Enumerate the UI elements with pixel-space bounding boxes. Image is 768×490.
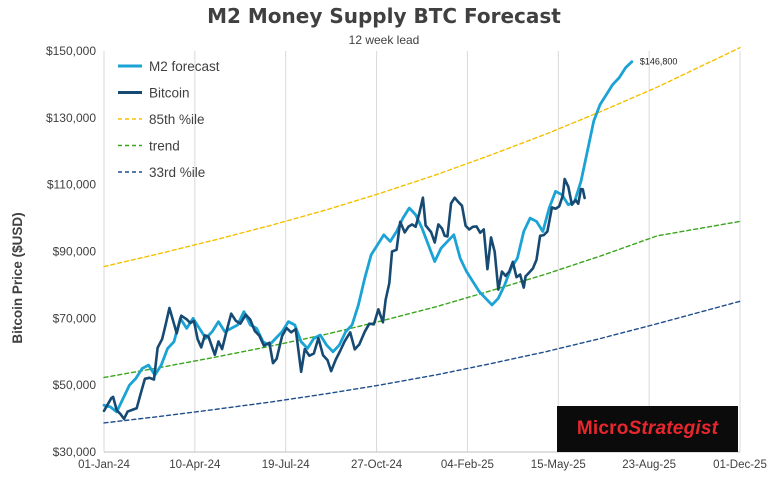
series-line-85th-ile: [103, 46, 741, 268]
y-tick-label: $90,000: [53, 245, 97, 259]
x-tick-label: 23-Aug-25: [622, 459, 676, 471]
x-tick-label: 15-May-25: [531, 459, 586, 471]
x-tick-label: 10-Apr-24: [169, 459, 221, 471]
y-tick-label: $50,000: [53, 378, 97, 392]
x-tick-label: 01-Jan-24: [78, 459, 130, 471]
y-tick-label: $70,000: [53, 311, 97, 325]
forecast-annotation: $146,800: [640, 57, 678, 67]
y-tick-label: $130,000: [46, 111, 96, 125]
y-tick-label: $110,000: [47, 178, 96, 192]
axis-layer: $30,000 $50,000 $70,000 $90,000 $110,000 $130…: [46, 44, 767, 471]
series-layer: [102, 46, 741, 424]
series-line-m2-forecast: [102, 60, 634, 414]
legend-label: M2 forecast: [149, 59, 220, 74]
legend-label: trend: [149, 139, 180, 154]
x-tick-label: 19-Jul-24: [262, 459, 311, 471]
x-tick-label: 01-Dec-25: [713, 459, 767, 471]
chart-subtitle: 12 week lead: [348, 33, 420, 47]
y-axis-label: Bitcoin Price ($USD): [10, 212, 25, 343]
y-tick-label: $30,000: [53, 445, 97, 459]
x-tick-label: 27-Oct-24: [351, 459, 403, 471]
legend-label: Bitcoin: [149, 86, 190, 101]
legend-label: 85th %ile: [149, 112, 205, 127]
series-line-33rd-ile: [103, 300, 741, 424]
series-line-bitcoin: [102, 177, 586, 421]
legend-label: 33rd %ile: [149, 165, 205, 180]
x-tick-label: 04-Feb-25: [441, 459, 494, 471]
microstrategist-logo: MicroStrategist: [557, 406, 738, 452]
y-tick-label: $150,000: [46, 44, 96, 58]
chart-title: M2 Money Supply BTC Forecast: [207, 4, 561, 28]
series-line-trend: [103, 220, 741, 379]
legend: M2 forecast Bitcoin 85th %ile trend 33rd %il…: [118, 59, 220, 180]
